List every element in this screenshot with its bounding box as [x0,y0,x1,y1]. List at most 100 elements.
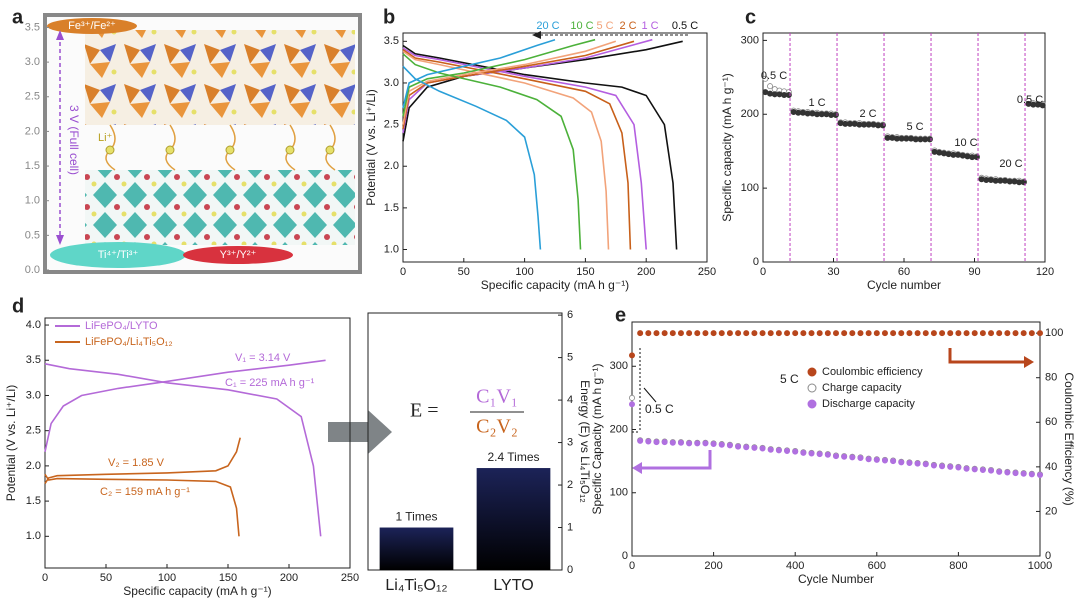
panel-label: b [383,6,395,28]
anode-ellipse-2 [183,246,293,264]
y-tick-label: 2.5 [26,425,41,437]
point [1039,102,1046,109]
y-tick-label: 200 [610,423,628,435]
rate-label: 10 C [954,137,977,149]
x-tick-label: 200 [637,266,655,278]
curve [44,363,322,537]
x-tick-label: 90 [968,266,980,278]
point [743,444,750,451]
point [751,330,758,337]
point [816,330,823,337]
point [1020,179,1027,186]
point [800,449,807,456]
point [743,330,750,337]
y-tick-label: 100 [610,487,628,499]
curve [402,65,542,250]
y-axis-title: Specific Capacity (mA h g⁻¹) [590,363,604,514]
annotation: V₂ = 1.85 V [108,457,165,469]
annotation: C₂ = 159 mA h g⁻¹ [100,486,190,498]
annotation: 0.5 C [645,402,674,416]
point [1004,469,1011,476]
y-tick-label: 1.0 [25,195,40,207]
point [881,330,888,337]
y-tick-label: 2.0 [26,460,41,472]
point [800,330,807,337]
x-axis-title: Specific capacity (mA h g⁻¹) [481,278,629,292]
y-tick-label: 0.0 [25,264,40,276]
point [767,446,774,453]
point [971,466,978,473]
cathode-structure [85,30,355,125]
point [775,330,782,337]
point [973,154,980,161]
value-label: 2.4 Times [487,450,539,464]
curve [402,38,556,109]
panel-label: d [12,295,24,317]
y-tick-label: 100 [741,182,759,194]
point [726,442,733,449]
y2-tick-label: 3 [567,436,573,448]
x-tick-label: 120 [1036,266,1054,278]
y-tick-label: 4.0 [26,319,41,331]
point [939,330,946,337]
point [879,122,886,129]
formula: C₂V₂ [476,416,518,438]
anode-couple: Y³⁺/Y²⁺ [220,249,257,261]
point [645,438,652,445]
panel-label: c [745,6,756,28]
point [1004,330,1011,337]
curve [402,50,610,250]
y-tick-label: 0.5 [25,229,40,241]
y2-tick-label: 2 [567,479,573,491]
legend-entry: 2 C [619,20,636,32]
point [702,440,709,447]
point [865,330,872,337]
point [702,330,709,337]
x-tick-label: 600 [868,560,886,572]
x-tick-label: 250 [341,572,359,584]
x-tick-label: 0 [760,266,766,278]
point [939,463,946,470]
point [694,440,701,447]
point [930,462,937,469]
point [947,330,954,337]
curve [44,473,240,537]
point [955,464,962,471]
point [857,454,864,461]
point [988,330,995,337]
panel-label: a [12,6,24,28]
y-tick-label: 300 [741,34,759,46]
plot-frame [367,312,563,571]
y2-tick-label: 4 [567,394,573,406]
axis-arrow [948,348,1025,364]
point [1020,470,1027,477]
legend-entry: LiFePO₄/LYTO [85,320,158,332]
point [873,330,880,337]
y2-axis-title: Coulombic Efficiency (%) [1062,372,1076,505]
plot-frame [762,32,1046,263]
point [710,330,717,337]
point [955,330,962,337]
arrow-head [632,462,642,474]
point [841,453,848,460]
y-tick-label: 1.5 [25,160,40,172]
point [816,451,823,458]
li-ions [105,145,335,155]
bar [476,468,551,570]
x-tick-label: 250 [698,266,716,278]
annotation: 5 C [780,372,799,386]
point [963,465,970,472]
y-tick-label: 1.5 [26,495,41,507]
y2-tick-label: 5 [567,352,573,364]
point [926,136,933,143]
point [808,330,815,337]
point [833,330,840,337]
legend-entry: 1 C [641,20,658,32]
y2-tick-label: 80 [1045,372,1057,384]
cathode-couple-ellipse [47,18,137,34]
point [930,330,937,337]
rate-label: 2 C [859,108,876,120]
legend-entry: Discharge capacity [822,398,915,410]
point [694,330,701,337]
